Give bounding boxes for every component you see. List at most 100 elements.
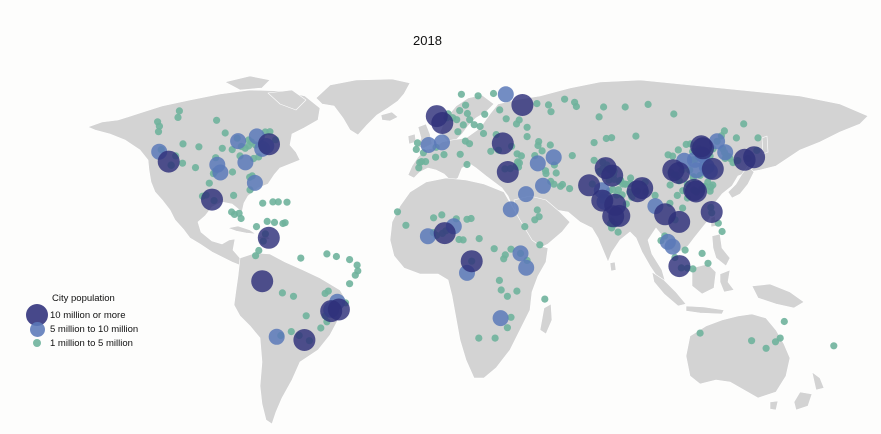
city-marker-small	[602, 134, 610, 143]
city-marker-small	[487, 147, 495, 155]
city-marker-small	[230, 210, 239, 218]
city-marker-small	[302, 312, 310, 320]
landmass-australia	[685, 313, 791, 399]
city-marker-large	[251, 270, 274, 293]
city-marker-small	[466, 116, 474, 124]
city-marker-small	[463, 109, 471, 118]
city-marker-small	[270, 218, 279, 226]
city-marker-small	[718, 227, 726, 236]
city-marker-medium	[492, 310, 509, 327]
landmass-new-zealand-north	[811, 371, 825, 391]
city-marker-small	[346, 280, 354, 288]
city-marker-small	[179, 140, 187, 148]
city-marker-small	[670, 110, 678, 118]
city-marker-small	[353, 261, 361, 269]
city-marker-large	[668, 255, 691, 278]
landmass-south-america	[233, 252, 347, 425]
city-marker-medium	[518, 259, 535, 276]
city-marker-small	[503, 324, 511, 332]
city-marker-small	[590, 139, 598, 147]
city-marker-small	[552, 169, 560, 177]
city-marker-small	[507, 245, 515, 253]
city-marker-small	[213, 116, 221, 124]
legend-label-large: 10 million or more	[50, 309, 126, 321]
city-marker-large	[201, 188, 223, 211]
city-marker-small	[489, 89, 498, 98]
city-marker-small	[259, 199, 267, 207]
city-marker-small	[497, 286, 505, 294]
city-marker-large	[491, 132, 514, 155]
city-marker-small	[502, 115, 510, 123]
city-marker-small	[696, 329, 704, 337]
city-marker-small	[221, 129, 229, 137]
city-marker-small	[470, 121, 478, 129]
city-marker-small	[600, 103, 608, 111]
city-marker-small	[457, 90, 465, 98]
city-marker-small	[346, 256, 354, 264]
city-marker-small	[621, 180, 629, 188]
city-marker-medium	[502, 201, 519, 218]
city-marker-small	[534, 141, 542, 150]
landmass-baffin	[267, 89, 307, 111]
city-marker-small	[830, 342, 838, 350]
city-marker-large	[733, 148, 756, 171]
city-marker-small	[481, 110, 489, 118]
city-marker-small	[754, 134, 762, 142]
city-marker-small	[490, 245, 498, 253]
city-marker-small	[475, 235, 483, 243]
legend: City population 10 million or more 5 mil…	[24, 293, 138, 350]
city-marker-small	[393, 208, 402, 216]
legend-swatch-medium	[29, 321, 45, 337]
city-marker-large	[692, 137, 714, 160]
city-marker-small	[614, 228, 622, 236]
city-marker-large	[631, 177, 654, 200]
city-marker-small	[297, 254, 305, 262]
city-marker-small	[590, 156, 598, 164]
city-marker-large	[327, 298, 350, 321]
city-marker-small	[533, 206, 541, 214]
city-marker-small	[698, 249, 706, 257]
city-marker-small	[679, 204, 687, 212]
landmass-philippines	[711, 233, 731, 267]
city-marker-small	[568, 152, 576, 160]
city-marker-small	[475, 334, 483, 342]
city-marker-medium	[434, 134, 450, 151]
city-marker-small	[154, 128, 163, 136]
city-marker-small	[230, 191, 238, 199]
city-marker-small	[664, 151, 672, 159]
city-marker-small	[666, 181, 674, 189]
city-marker-large	[157, 150, 180, 173]
city-marker-large	[293, 329, 316, 351]
city-marker-large	[685, 180, 707, 203]
city-marker-large	[700, 201, 723, 223]
city-marker-small	[476, 122, 484, 131]
city-marker-large	[433, 222, 456, 245]
city-marker-small	[175, 107, 183, 115]
legend-item-small: 1 million to 5 million	[24, 336, 138, 350]
city-marker-small	[278, 289, 286, 297]
city-marker-small	[287, 328, 295, 336]
landmass-madagascar	[539, 303, 553, 335]
landmass-new-guinea	[751, 283, 805, 309]
landmass-sakhalin	[761, 135, 769, 155]
city-marker-small	[507, 313, 515, 321]
city-marker-medium	[212, 164, 229, 181]
city-marker-small	[544, 101, 553, 109]
city-marker-small	[432, 153, 440, 161]
city-marker-small	[195, 143, 203, 151]
city-marker-small	[523, 133, 531, 141]
city-marker-small	[732, 134, 741, 142]
city-marker-medium	[230, 133, 247, 150]
city-marker-small	[332, 252, 340, 261]
city-marker-small	[780, 317, 788, 326]
city-marker-large	[425, 105, 448, 128]
city-marker-medium	[664, 238, 681, 255]
city-marker-small	[178, 159, 187, 167]
city-marker-small	[474, 92, 482, 100]
city-marker-medium	[535, 177, 551, 194]
city-marker-small	[513, 287, 521, 295]
city-marker-medium	[497, 86, 514, 103]
legend-label-small: 1 million to 5 million	[50, 337, 133, 349]
city-marker-large	[460, 250, 483, 273]
